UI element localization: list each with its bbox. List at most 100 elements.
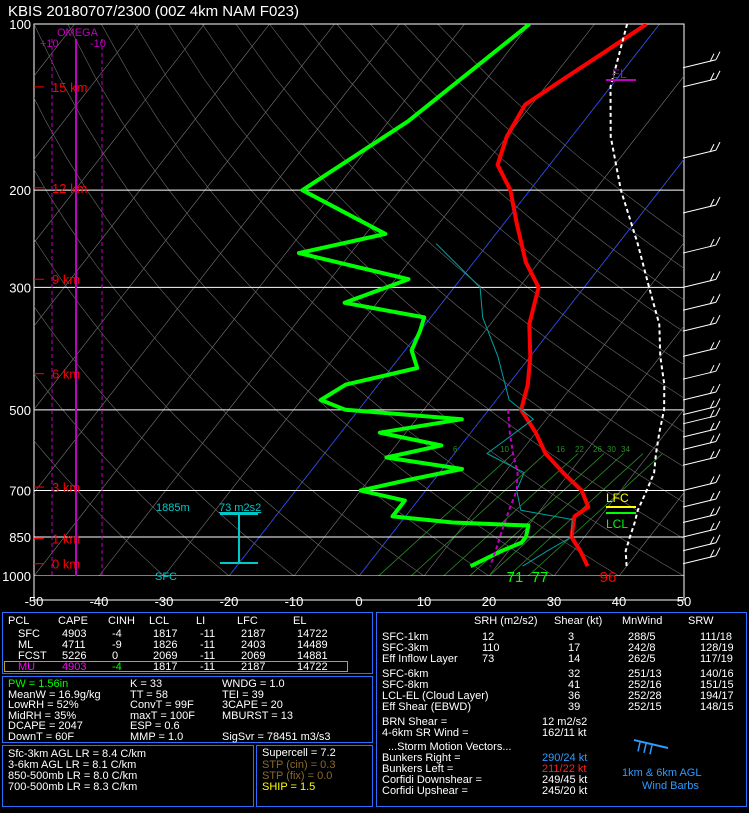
dry-adiabat [336, 24, 684, 333]
kinematic-shear: 39 [568, 701, 581, 713]
index-value: maxT = 100F [130, 709, 195, 722]
kinematic-srh: 12 [482, 631, 495, 643]
dry-adiabat [370, 24, 684, 301]
pressure-tick-label: 300 [9, 280, 31, 295]
bunkers-right-label: Bunkers Right = [382, 752, 461, 764]
lapse-panel [2, 745, 254, 807]
temp-tick-label: -30 [155, 594, 174, 609]
parcel-table-cell: FCST [18, 650, 47, 662]
mixing-ratio-label: 26 [593, 445, 602, 454]
height-label: 6 km [52, 367, 80, 382]
temp-tick-label: -20 [220, 594, 239, 609]
index-value: MBURST = 13 [222, 709, 294, 722]
corfidi-down-label: Corfidi Downshear = [382, 774, 482, 786]
composite-panel [256, 745, 373, 807]
pressure-tick-label: 500 [9, 403, 31, 418]
srh-value: 73 m2s2 [219, 502, 261, 514]
dry-adiabat [403, 24, 684, 269]
parcel-table-header: PCL [8, 615, 30, 627]
parcel-panel [2, 612, 373, 674]
wind-barb [682, 70, 721, 88]
series-virtual-temperature [435, 243, 573, 567]
height-label: 9 km [52, 272, 80, 287]
kinematics-panel [376, 612, 747, 807]
srh-depth: 1885m [156, 502, 190, 514]
kinematic-srw: 140/16 [700, 668, 734, 680]
kinematic-mnwind: 262/5 [628, 653, 656, 665]
kinematic-srw: 151/15 [700, 679, 734, 691]
temp-tick-label: 20 [482, 594, 496, 609]
parcel-table-cell: 2069 [241, 650, 266, 662]
series-dewpoint [296, 24, 531, 568]
wind-barb [682, 407, 721, 425]
corfidi-down-value: 249/45 kt [542, 774, 588, 786]
wind-barb [682, 271, 721, 288]
isotherm-line [683, 575, 684, 576]
parcel-table-cell: 1817 [153, 661, 178, 673]
index-value: ConvT = 99F [130, 699, 194, 711]
storm-motion-title: ...Storm Motion Vectors... [388, 741, 512, 753]
isotherm-line [0, 24, 10, 576]
wind-barb [682, 398, 721, 416]
wind-barb [682, 490, 721, 508]
index-value: ESP = 0.6 [130, 720, 180, 732]
bunkers-left-label: Bunkers Left = [382, 763, 454, 775]
isotherm-line [358, 158, 684, 576]
kinematic-header: MnWind [622, 615, 663, 627]
parcel-table-cell: MU [18, 661, 36, 673]
temp-tick-label: -40 [90, 594, 109, 609]
index-value: TEI = 39 [222, 688, 264, 701]
kinematic-mnwind: 288/5 [628, 631, 656, 643]
isotherm-line [34, 24, 205, 244]
wind-barb [682, 314, 721, 332]
kinematic-row-label: SFC-1km [382, 631, 429, 643]
parcel-table-cell: -11 [200, 650, 216, 662]
temp-tick-label: 50 [677, 594, 691, 609]
parcel-table-cell: 1826 [153, 639, 178, 651]
kinematic-header: SRW [688, 615, 714, 627]
index-value: 3CAPE = 20 [222, 699, 283, 711]
temp-tick-label: 40 [612, 594, 626, 609]
wind-barb [682, 534, 721, 552]
dry-adiabat [101, 24, 684, 576]
bunkers-right-value: 290/24 kt [542, 752, 588, 764]
omega-label: OMEGA [57, 27, 99, 39]
parcel-table-cell: -9 [112, 639, 122, 651]
kinematic-row-label: Eff Inflow Layer [382, 653, 458, 665]
height-label: 3 km [52, 480, 80, 495]
pressure-tick-label: 700 [9, 483, 31, 498]
lfc-label: LFC [606, 491, 629, 505]
parcel-table-cell: 4903 [62, 661, 87, 673]
parcel-table-cell: 2187 [241, 628, 266, 640]
index-value: MidRH = 35% [8, 709, 77, 722]
parcel-table-cell: SFC [18, 628, 40, 640]
omega-tick-label: -10 [90, 38, 106, 50]
lapse-rate: 700-500mb LR = 8.3 C/km [8, 781, 138, 793]
lapse-rate: 3-6km AGL LR = 8.1 C/km [8, 759, 137, 771]
corfidi-up-value: 245/20 kt [542, 785, 588, 797]
isotherm-line [98, 24, 530, 576]
parcel-table-cell: 0 [112, 650, 119, 662]
mixing-ratio-label: 6 [453, 445, 458, 454]
stp-fix-value: STP (fix) = 0.0 [262, 770, 333, 782]
skewt-chart: 100 200 300 500 700 850 1000 -50 -40 -30 -20 -10 0 10… [0, 17, 721, 609]
wind-barb [682, 236, 721, 254]
kinematic-srw: 128/19 [700, 642, 734, 654]
parcel-table-cell: 14722 [297, 661, 328, 673]
isotherm-line [34, 24, 270, 327]
parcel-table-cell: 5226 [62, 650, 87, 662]
pressure-tick-label: 100 [9, 17, 31, 32]
isotherm-line [163, 24, 595, 576]
mixing-ratio-label: 22 [575, 445, 584, 454]
wind-barb [682, 141, 721, 159]
parcel-table-header: LI [196, 615, 206, 627]
surface-value: 71 [507, 569, 524, 586]
parcel-table-cell: 2187 [241, 661, 266, 673]
mixing-ratio-line [378, 453, 514, 576]
parcel-table-cell: -4 [112, 661, 122, 673]
wind-barb [682, 51, 721, 69]
lapse-rate: Sfc-3km AGL LR = 8.4 C/km [8, 748, 147, 760]
height-label: 15 km [52, 80, 87, 95]
kinematic-row-label: LCL-EL (Cloud Layer) [382, 690, 489, 702]
kinematic-row-label: SFC-6km [382, 668, 429, 680]
